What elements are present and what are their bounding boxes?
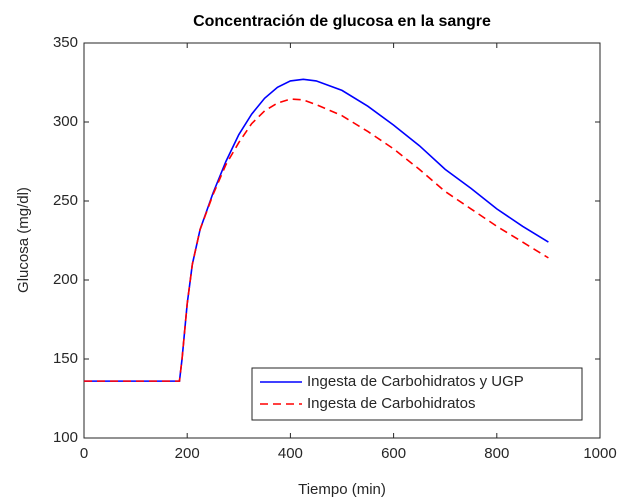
x-tick-label: 0 (80, 445, 88, 462)
x-tick-label: 600 (381, 445, 406, 462)
series-line (84, 78, 549, 382)
y-tick-label: 200 (53, 271, 78, 288)
x-tick-label: 800 (484, 445, 509, 462)
x-tick-label: 1000 (583, 445, 616, 462)
legend-label: Ingesta de Carbohidratos y UGP (307, 373, 524, 390)
chart-title: Concentración de glucosa en la sangre (193, 13, 491, 30)
y-tick-label: 250 (53, 192, 78, 209)
y-tick-label: 350 (53, 34, 78, 51)
x-tick-label: 200 (175, 445, 200, 462)
y-tick-label: 300 (53, 113, 78, 130)
y-tick-label: 150 (53, 350, 78, 367)
legend-box (251, 367, 583, 421)
series-line (84, 98, 549, 382)
x-axis-label: Tiempo (min) (298, 481, 386, 498)
y-axis-label: Glucosa (mg/dl) (15, 187, 32, 293)
x-tick-label: 400 (278, 445, 303, 462)
y-tick-label: 100 (53, 429, 78, 446)
legend-label: Ingesta de Carbohidratos (307, 395, 475, 412)
